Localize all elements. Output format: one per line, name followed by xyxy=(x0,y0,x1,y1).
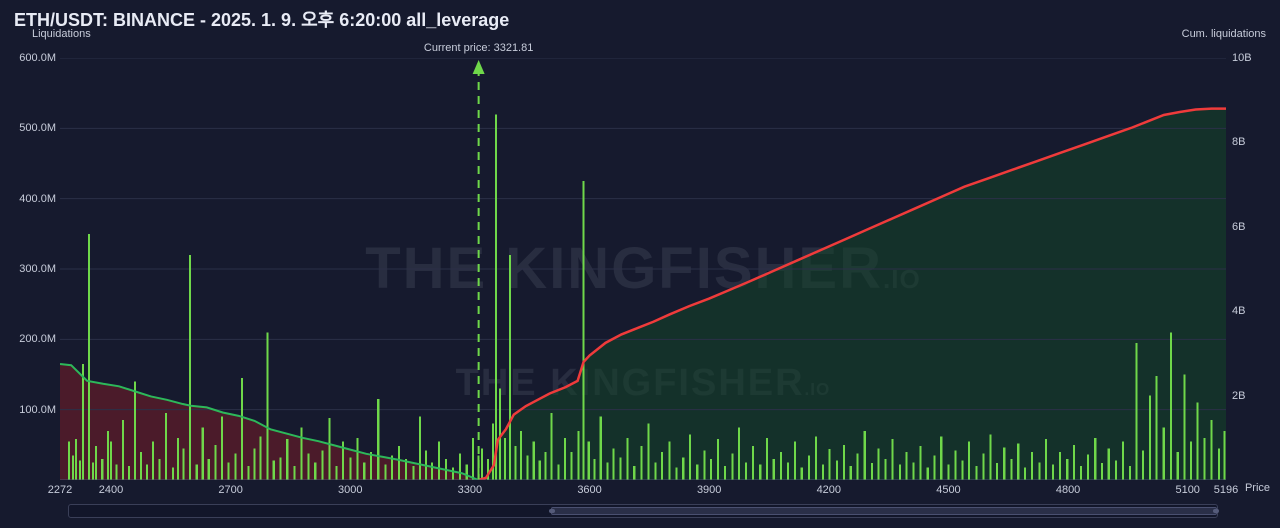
y-right-tick: 2B xyxy=(1232,390,1276,402)
x-tick: 2272 xyxy=(40,484,80,496)
y-left-tick: 200.0M xyxy=(4,333,56,345)
y-left-tick: 600.0M xyxy=(4,52,56,64)
x-tick: 4500 xyxy=(928,484,968,496)
x-scrollbar-track[interactable] xyxy=(68,504,1218,518)
chart-svg xyxy=(60,58,1226,480)
x-axis-title: Price xyxy=(1245,482,1270,494)
x-tick: 3300 xyxy=(450,484,490,496)
x-scrollbar-handle-right[interactable] xyxy=(1213,509,1219,513)
plot-area: THE KINGFISHER.IO THE KINGFISHER.IO Curr… xyxy=(60,58,1226,480)
y-right-tick: 4B xyxy=(1232,305,1276,317)
right-axis-title: Cum. liquidations xyxy=(1182,28,1266,40)
x-tick: 5100 xyxy=(1168,484,1208,496)
x-scrollbar-thumb[interactable] xyxy=(551,507,1217,515)
x-tick: 3900 xyxy=(689,484,729,496)
current-price-label: Current price: 3321.81 xyxy=(424,42,533,54)
y-right-tick: 8B xyxy=(1232,136,1276,148)
current-price-arrow xyxy=(473,60,485,74)
x-tick: 3600 xyxy=(570,484,610,496)
cum-right-fill xyxy=(478,109,1226,480)
x-tick: 5196 xyxy=(1206,484,1246,496)
x-tick: 4200 xyxy=(809,484,849,496)
y-right-tick: 6B xyxy=(1232,221,1276,233)
y-right-tick: 10B xyxy=(1232,52,1276,64)
y-left-tick: 300.0M xyxy=(4,263,56,275)
x-tick: 3000 xyxy=(330,484,370,496)
y-left-tick: 100.0M xyxy=(4,404,56,416)
y-left-tick: 500.0M xyxy=(4,122,56,134)
chart-root: ETH/USDT: BINANCE - 2025. 1. 9. 오후 6:20:… xyxy=(0,0,1280,528)
x-tick: 4800 xyxy=(1048,484,1088,496)
y-left-tick: 400.0M xyxy=(4,193,56,205)
x-scrollbar-handle-left[interactable] xyxy=(549,509,555,513)
x-tick: 2400 xyxy=(91,484,131,496)
x-tick: 2700 xyxy=(211,484,251,496)
left-axis-title: Liquidations xyxy=(32,28,91,40)
